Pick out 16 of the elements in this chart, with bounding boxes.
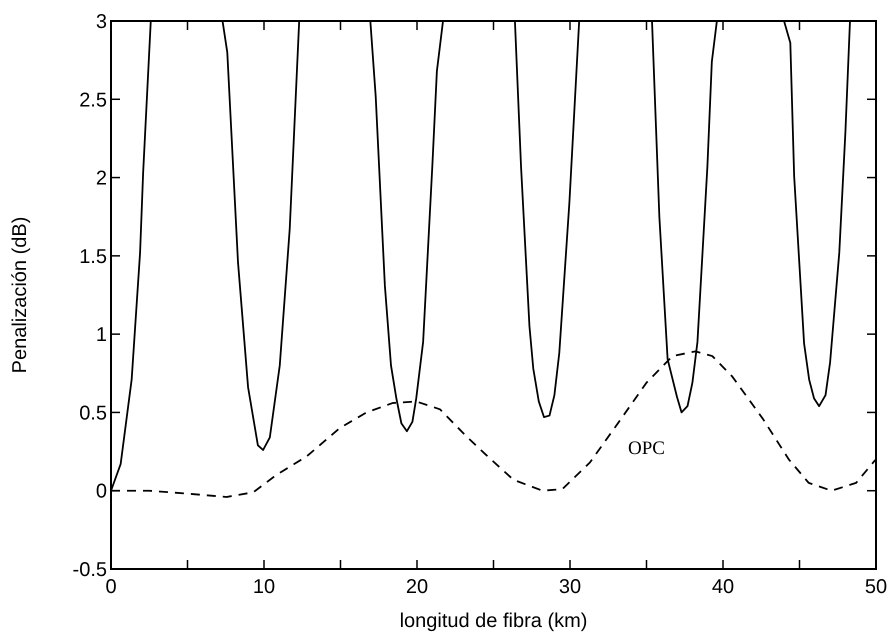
y-tick-label: 2 bbox=[96, 168, 107, 190]
y-tick-label: 1.5 bbox=[79, 246, 107, 268]
y-tick-label: 0 bbox=[96, 480, 107, 503]
y-axis-title: Penalización (dB) bbox=[9, 216, 31, 374]
y-tick-label: 3 bbox=[96, 11, 107, 33]
x-tick-label: 10 bbox=[252, 576, 276, 598]
y-tick-label: 0.5 bbox=[79, 402, 107, 424]
x-axis-title: longitud de fibra (km) bbox=[400, 610, 588, 632]
x-tick-label: 30 bbox=[558, 576, 582, 598]
series-label: OPC bbox=[628, 438, 665, 459]
y-tick-label: 1 bbox=[96, 324, 107, 346]
y-tick-label: 2.5 bbox=[79, 89, 107, 112]
x-tick-label: 40 bbox=[712, 576, 734, 598]
x-tick-label: 50 bbox=[864, 576, 888, 598]
y-tick-label: -0.5 bbox=[72, 559, 107, 581]
x-tick-label: 20 bbox=[406, 576, 428, 598]
